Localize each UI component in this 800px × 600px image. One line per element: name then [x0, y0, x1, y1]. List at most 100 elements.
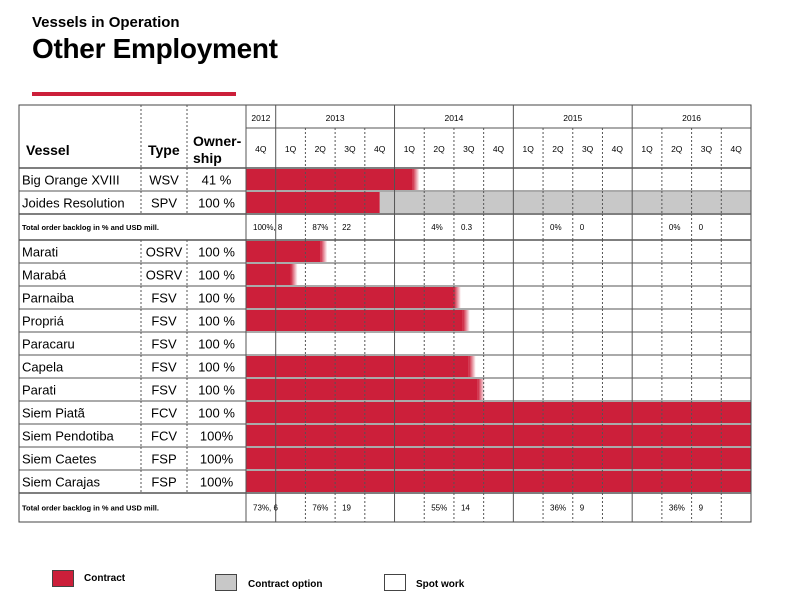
- quarter-label: 2Q: [433, 144, 445, 154]
- quarter-label: 3Q: [344, 144, 356, 154]
- vessel-ownership: 100 %: [198, 337, 235, 352]
- page-subtitle: Vessels in Operation: [32, 14, 180, 31]
- vessel-name: Propriá: [22, 314, 65, 329]
- backlog-value: 4%: [431, 223, 443, 232]
- backlog-value: 36%: [550, 504, 566, 513]
- vessel-name: Siem Caetes: [22, 452, 97, 467]
- vessel-type: FSP: [151, 475, 176, 490]
- legend-swatch-contract: [52, 570, 74, 587]
- backlog-value: 73%, 6: [253, 504, 278, 513]
- vessel-ownership: 100 %: [198, 196, 235, 211]
- vessel-type: FSV: [151, 291, 177, 306]
- vessel-type: FSV: [151, 314, 177, 329]
- quarter-label: 3Q: [463, 144, 475, 154]
- contract-bar-fade: [412, 169, 420, 190]
- vessel-name: Siem Piatã: [22, 406, 86, 421]
- contract-bar: [246, 471, 751, 492]
- backlog-value: 9: [699, 504, 704, 513]
- table-border: [18, 104, 752, 523]
- vessel-type: OSRV: [146, 268, 183, 283]
- legend-label-contract: Contract: [84, 573, 126, 584]
- backlog-label: Total order backlog in % and USD mill.: [22, 504, 159, 513]
- option-bar: [379, 192, 751, 213]
- vessel-name: Parati: [22, 383, 56, 398]
- backlog-value: 14: [461, 504, 470, 513]
- vessel-type: FCV: [151, 406, 177, 421]
- year-label: 2015: [563, 113, 582, 123]
- backlog-value: 0%: [669, 223, 681, 232]
- vessel-name: Capela: [22, 360, 64, 375]
- quarter-label: 4Q: [255, 144, 267, 154]
- vessel-name: Siem Carajas: [22, 475, 101, 490]
- vessel-ownership: 100 %: [198, 268, 235, 283]
- quarter-label: 3Q: [701, 144, 713, 154]
- backlog-value: 0%: [550, 223, 562, 232]
- year-label: 2012: [251, 113, 270, 123]
- contract-bar: [246, 287, 454, 308]
- vessel-name: Joides Resolution: [22, 196, 125, 211]
- column-header-ownership: Owner-: [193, 133, 242, 149]
- quarter-label: 2Q: [671, 144, 683, 154]
- contract-bar: [246, 425, 751, 446]
- contract-bar: [246, 192, 380, 213]
- quarter-label: 1Q: [641, 144, 653, 154]
- vessel-type: SPV: [151, 196, 177, 211]
- vessel-ownership: 100 %: [198, 406, 235, 421]
- quarter-label: 2Q: [315, 144, 327, 154]
- year-label: 2013: [326, 113, 345, 123]
- vessel-ownership: 100 %: [198, 314, 235, 329]
- year-label: 2014: [444, 113, 463, 123]
- quarter-label: 1Q: [404, 144, 416, 154]
- contract-bar: [246, 264, 291, 285]
- contract-bar-fade: [462, 310, 470, 331]
- backlog-label: Total order backlog in % and USD mill.: [22, 223, 159, 232]
- vessel-name: Big Orange XVIII: [22, 173, 120, 188]
- backlog-value: 76%: [312, 504, 328, 513]
- legend-label-contract-option: Contract option: [248, 579, 323, 590]
- contract-bar-fade: [453, 287, 461, 308]
- backlog-value: 55%: [431, 504, 447, 513]
- backlog-value: 36%: [669, 504, 685, 513]
- contract-bar: [246, 356, 469, 377]
- quarter-label: 3Q: [582, 144, 594, 154]
- column-header-ownership: ship: [193, 150, 222, 166]
- contract-bar: [246, 241, 321, 262]
- vessel-type: FCV: [151, 429, 177, 444]
- backlog-value: 9: [580, 504, 585, 513]
- vessel-ownership: 100 %: [198, 383, 235, 398]
- column-header-vessel: Vessel: [26, 142, 70, 158]
- contract-bar: [246, 379, 478, 400]
- legend-label-spot-work: Spot work: [416, 579, 465, 590]
- backlog-value: 22: [342, 223, 351, 232]
- vessel-type: OSRV: [146, 245, 183, 260]
- vessel-type: FSV: [151, 360, 177, 375]
- vessel-ownership: 100 %: [198, 245, 235, 260]
- contract-bar-fade: [320, 241, 328, 262]
- vessel-ownership: 100 %: [198, 291, 235, 306]
- contract-bar: [246, 310, 463, 331]
- column-header-type: Type: [148, 142, 180, 158]
- title-accent-rule: [32, 92, 236, 96]
- vessel-ownership: 100%: [200, 429, 234, 444]
- vessel-type: FSP: [151, 452, 176, 467]
- backlog-value: 0: [580, 223, 585, 232]
- quarter-label: 4Q: [730, 144, 742, 154]
- contract-bar-fade: [477, 379, 485, 400]
- contract-bar: [246, 402, 751, 423]
- vessel-ownership: 100 %: [198, 360, 235, 375]
- vessel-ownership: 41 %: [202, 173, 232, 188]
- vessel-type: FSV: [151, 383, 177, 398]
- backlog-value: 19: [342, 504, 351, 513]
- backlog-value: 87%: [312, 223, 328, 232]
- vessel-name: Marabá: [22, 268, 67, 283]
- quarter-label: 4Q: [493, 144, 505, 154]
- vessel-type: WSV: [149, 173, 179, 188]
- vessel-name: Siem Pendotiba: [22, 429, 115, 444]
- vessel-name: Marati: [22, 245, 58, 260]
- quarter-label: 1Q: [523, 144, 535, 154]
- backlog-value: 0.3: [461, 223, 473, 232]
- year-label: 2016: [682, 113, 701, 123]
- vessel-type: FSV: [151, 337, 177, 352]
- vessel-ownership: 100%: [200, 452, 234, 467]
